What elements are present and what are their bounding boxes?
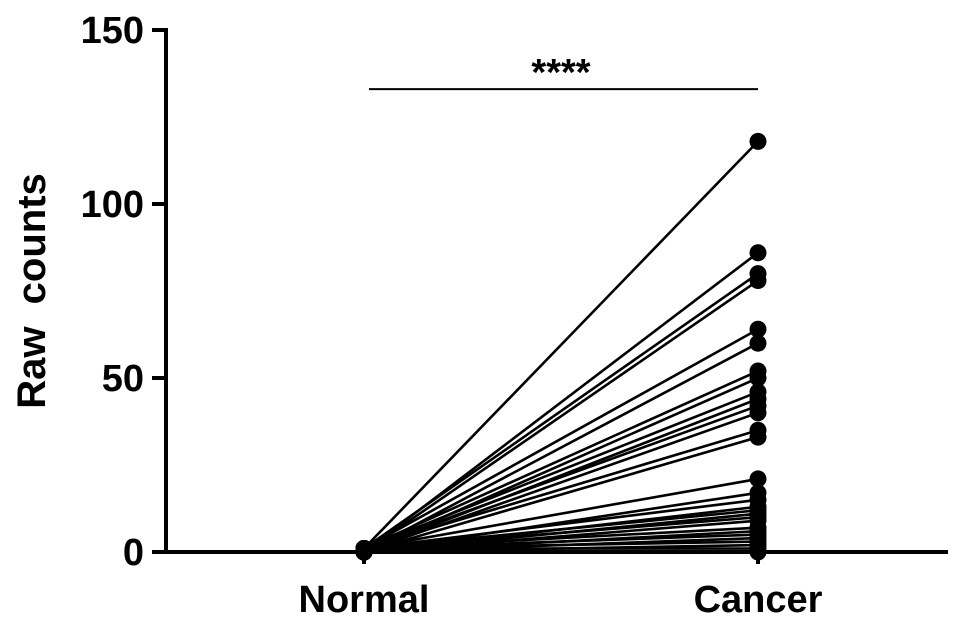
pair-line-10 — [363, 404, 759, 550]
point-cancer-3 — [749, 272, 767, 290]
pair-line-3 — [363, 279, 759, 554]
pair-line-14 — [363, 477, 759, 550]
y-tick-label-50: 50 — [102, 358, 144, 400]
pair-line-13 — [363, 435, 759, 554]
pair-line-20 — [363, 515, 759, 550]
pair-line-16 — [363, 498, 759, 550]
y-tick-label-100: 100 — [81, 184, 144, 226]
pair-line-12 — [363, 428, 759, 550]
y-axis-title: Raw counts — [10, 173, 54, 409]
x-tick-label-cancer: Cancer — [694, 579, 823, 621]
significance-annotation: **** — [369, 52, 758, 94]
pair-line-9 — [363, 397, 759, 554]
point-cancer-4 — [749, 320, 767, 338]
pair-line-6 — [363, 369, 759, 550]
y-tick-label-150: 150 — [81, 10, 144, 52]
point-cancer-11 — [749, 404, 767, 422]
axis-labels: 0 50 100 150 Normal Cancer Raw counts — [10, 10, 823, 621]
pair-line-5 — [363, 342, 759, 554]
point-cancer-7 — [749, 369, 767, 387]
paired-lines — [363, 140, 759, 554]
data-points — [355, 132, 767, 561]
significance-label: **** — [531, 52, 590, 94]
y-tick-label-0: 0 — [123, 532, 144, 574]
pair-line-2 — [363, 272, 759, 550]
pair-line-8 — [363, 390, 759, 550]
point-cancer-0 — [749, 132, 767, 150]
pair-line-0 — [363, 140, 759, 550]
axes — [152, 28, 948, 564]
point-cancer-13 — [749, 428, 767, 446]
point-cancer-5 — [749, 334, 767, 352]
point-cancer-14 — [749, 470, 767, 488]
pair-line-4 — [363, 328, 759, 550]
point-cancer-1 — [749, 244, 767, 262]
x-tick-label-normal: Normal — [299, 579, 430, 621]
